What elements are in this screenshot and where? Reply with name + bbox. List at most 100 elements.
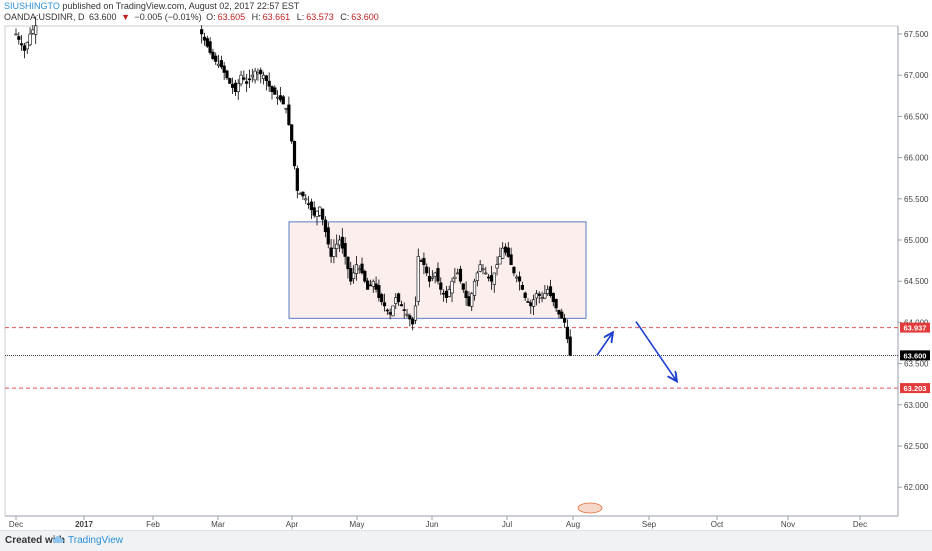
time-tick-label: Oct [711,520,724,529]
candle-body [273,87,277,95]
candle-body [433,272,437,277]
candle-body [233,82,238,92]
candle-body [399,304,403,307]
time-tick-label: Jul [502,520,512,529]
candle-body [312,207,316,216]
candle-body [453,276,457,279]
price-tick-label: 66.000 [904,154,929,163]
candle-body [439,282,443,290]
candle-body [560,311,564,319]
candle-body [464,290,468,298]
candle-body [287,104,291,125]
candle-body [568,336,572,356]
candle-body [200,29,204,35]
candle-body [321,208,325,220]
candle-body [402,309,406,311]
candle-body [543,293,547,299]
down-arrow-drawing[interactable] [635,321,676,381]
candle-body [475,272,479,281]
candle-body [211,51,215,60]
candle-body [278,95,283,101]
candle-body [503,246,508,253]
candle-body [231,84,235,88]
time-tick-label: Dec [9,520,23,529]
candle-body [394,297,398,304]
chart-header: SIUSHINGTO published on TradingView.com,… [4,1,894,23]
candle-body [425,266,429,274]
candle-body [382,302,387,307]
candle-body [349,267,353,282]
price-badge [900,322,930,333]
candle-body [28,33,32,46]
candle-body [427,276,432,282]
candle-body [264,75,268,81]
candle-body [391,305,395,317]
candle-body [548,286,553,296]
price-change: −0.005 (−0.01%) [134,12,202,22]
time-axis[interactable]: Dec 2017 Feb Mar Apr May Jun Jul Aug Sep Oct Nov Dec [9,516,867,529]
candle-body [360,263,364,274]
candle-body [253,70,257,81]
candle-body [346,256,350,270]
price-tick-label: 64.500 [904,277,929,286]
candle-body [411,318,415,325]
candle-body [14,33,18,36]
candle-body [520,284,524,290]
price-tick-label: 65.000 [904,236,929,245]
candle-body [422,258,426,266]
candle-body [540,297,544,299]
footer-bar: Created with TradingView [0,530,932,551]
candle-body [489,275,494,282]
candle-body [461,283,465,290]
candle-body [416,256,420,302]
time-tick-label: Sep [642,520,657,529]
created-with-text: Created with [5,535,66,546]
event-marker-icon[interactable] [577,502,603,514]
candle-body [208,41,212,53]
candle-body [219,60,223,68]
author-link[interactable]: SIUSHINGTO [4,1,60,11]
candle-body [450,280,454,294]
tradingview-link[interactable]: TradingView [68,535,124,546]
candle-body [326,227,330,245]
candle-body [441,292,446,295]
candle-body [444,290,449,298]
candle-body [295,168,299,191]
candle-body [546,289,550,294]
candle-body [413,305,418,321]
candle-body [354,264,358,274]
symbol-label[interactable]: OANDA:USDINR, D [4,12,85,22]
candle-body [374,283,378,290]
publish-line: SIUSHINGTO published on TradingView.com,… [4,1,894,12]
candle-body [537,293,541,296]
candle-body [298,193,302,195]
candle-body [371,280,375,287]
candle-body [523,292,527,298]
candle-body [447,289,451,297]
price-axis[interactable]: 67.500 67.000 66.500 66.000 65.500 65.000 64.5… [898,30,929,492]
candle-body [292,140,297,167]
candle-body [256,72,260,75]
up-arrow-drawing[interactable] [596,334,612,356]
candle-body [366,280,370,290]
down-arrow-icon: ▼ [121,12,130,22]
candle-body [532,299,536,307]
candle-body [526,301,530,303]
ohlc-line: OANDA:USDINR, D 63.600 ▼ −0.005 (−0.01%)… [4,12,894,23]
candles-layer [14,16,572,357]
candle-body [323,219,328,233]
candle-body [380,294,384,303]
price-badge-label: 63.203 [904,384,927,393]
candle-body [363,270,367,282]
candle-body [250,74,254,78]
candle-body [329,247,333,257]
high-label: H: 63.661 [251,12,291,22]
time-tick-label: Aug [566,520,580,529]
candle-body [259,69,263,75]
candle-body [377,285,381,298]
candle-body [368,284,373,287]
price-badge-label: 63.937 [904,324,927,333]
price-tick-label: 62.500 [904,442,929,451]
candle-body [430,276,434,279]
